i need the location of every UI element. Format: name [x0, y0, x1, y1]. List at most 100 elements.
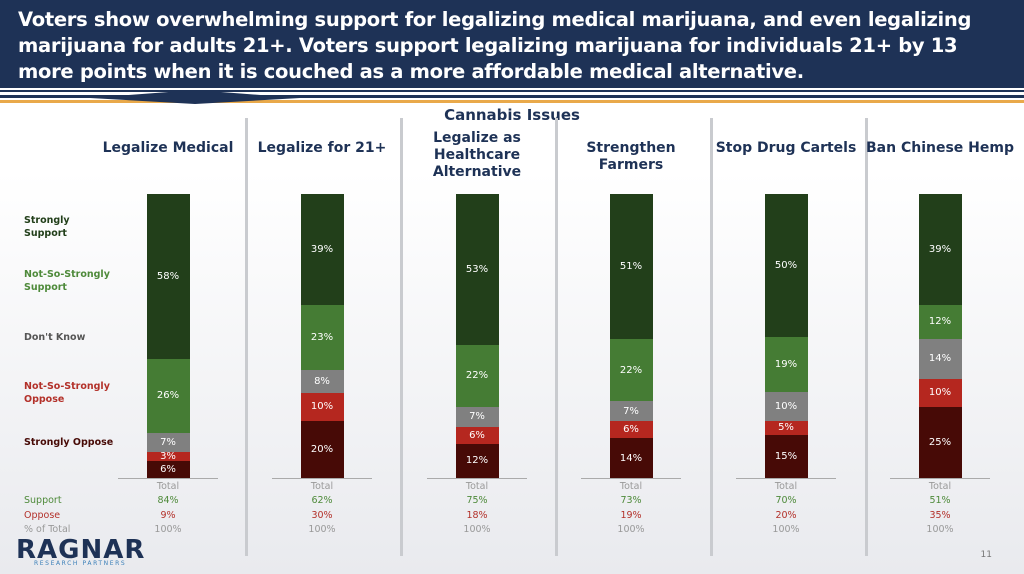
total-header: Total — [310, 481, 334, 492]
bar-segment: 8% — [300, 370, 344, 393]
summary-support-value: 70% — [775, 495, 797, 506]
data-label: 51% — [619, 260, 643, 272]
data-label: 5% — [778, 422, 794, 434]
bar-segment: 39% — [918, 194, 962, 305]
bar-segment: 7% — [146, 432, 190, 453]
bar-segment: 22% — [455, 344, 499, 407]
data-label: 7% — [469, 411, 485, 423]
bar-segment: 23% — [300, 304, 344, 371]
column-header: Legalize for 21+ — [257, 140, 387, 156]
data-label: 22% — [465, 370, 489, 382]
bar-segment: 10% — [300, 392, 344, 422]
chart-title: Cannabis Issues — [444, 106, 580, 124]
data-label: 6% — [623, 424, 639, 436]
bar-segment: 22% — [609, 338, 653, 402]
bar-segment: 3% — [146, 451, 190, 463]
bar-segment: 25% — [918, 407, 962, 478]
data-label: 39% — [310, 243, 334, 255]
summary-total-value: 100% — [463, 524, 491, 535]
summary-oppose-value: 30% — [311, 510, 333, 521]
summary-support-value: 73% — [620, 495, 642, 506]
data-label: 3% — [160, 451, 176, 463]
data-label: 12% — [465, 455, 489, 467]
ragnar-logo: RAGNAR RESEARCH PARTNERS — [16, 535, 146, 567]
summary-oppose-value: 18% — [466, 510, 488, 521]
total-header: Total — [928, 481, 952, 492]
summary-support-value: 84% — [157, 495, 179, 506]
column-header: Strengthen Farmers — [586, 140, 676, 173]
bar-segment: 39% — [300, 194, 344, 305]
data-label: 53% — [465, 263, 489, 275]
data-label: 22% — [619, 364, 643, 376]
data-label: 10% — [774, 400, 798, 412]
bar-segment: 12% — [918, 304, 962, 339]
bar-segment: 20% — [300, 421, 344, 478]
data-label: 14% — [928, 353, 952, 365]
data-label: 23% — [310, 331, 334, 343]
logo-tagline: RESEARCH PARTNERS — [34, 560, 127, 567]
baseline — [118, 478, 218, 479]
column-divider — [245, 118, 248, 556]
summary-support-value: 62% — [311, 495, 333, 506]
summary-oppose-value: 20% — [775, 510, 797, 521]
column-divider — [710, 118, 713, 556]
column-divider — [400, 118, 403, 556]
header-stripes — [0, 90, 1024, 104]
summary-support-value: 51% — [929, 495, 951, 506]
column-divider — [555, 118, 558, 556]
data-label: 6% — [469, 429, 485, 441]
data-label: 10% — [310, 401, 334, 413]
summary-total-value: 100% — [617, 524, 645, 535]
bar-segment: 6% — [609, 421, 653, 439]
baseline — [427, 478, 527, 479]
legend-don-t-know: Don't Know — [24, 332, 86, 343]
bar-segment: 6% — [146, 460, 190, 478]
bar-segment: 53% — [455, 194, 499, 345]
legend-strongly-support: Strongly Support — [24, 215, 70, 239]
data-label: 7% — [623, 405, 639, 417]
data-label: 39% — [928, 243, 952, 255]
bar-segment: 14% — [609, 438, 653, 478]
data-label: 15% — [774, 450, 798, 462]
bar-segment: 15% — [764, 434, 808, 478]
bar-segment: 7% — [455, 407, 499, 427]
summary-oppose-value: 35% — [929, 510, 951, 521]
summary-row-label: Oppose — [24, 510, 61, 521]
baseline — [581, 478, 681, 479]
bar-segment: 26% — [146, 358, 190, 433]
bar-segment: 5% — [764, 420, 808, 435]
summary-total-value: 100% — [772, 524, 800, 535]
data-label: 14% — [619, 452, 643, 464]
legend-strongly-oppose: Strongly Oppose — [24, 437, 114, 448]
bar-segment: 12% — [455, 443, 499, 478]
bar-segment: 7% — [609, 401, 653, 422]
summary-oppose-value: 9% — [160, 510, 176, 521]
data-label: 50% — [774, 260, 798, 272]
data-label: 58% — [156, 270, 180, 282]
logo-name: RAGNAR — [16, 535, 146, 565]
column-divider — [865, 118, 868, 556]
total-header: Total — [619, 481, 643, 492]
total-header: Total — [156, 481, 180, 492]
summary-row-label: Support — [24, 495, 62, 506]
bar-segment: 10% — [764, 391, 808, 421]
column-header: Legalize as Healthcare Alternative — [432, 130, 522, 180]
column-header: Ban Chinese Hemp — [866, 140, 1014, 156]
summary-total-value: 100% — [154, 524, 182, 535]
baseline — [272, 478, 372, 479]
data-label: 8% — [314, 375, 330, 387]
summary-row-label: % of Total — [24, 524, 71, 535]
bar-segment: 58% — [146, 194, 190, 359]
legend-not-so-strongly-support: Not-So-Strongly Support — [24, 269, 110, 293]
summary-total-value: 100% — [308, 524, 336, 535]
bar-segment: 51% — [609, 194, 653, 339]
bar-segment: 19% — [764, 337, 808, 392]
data-label: 7% — [160, 436, 176, 448]
total-header: Total — [465, 481, 489, 492]
data-label: 19% — [774, 359, 798, 371]
total-header: Total — [774, 481, 798, 492]
data-label: 25% — [928, 437, 952, 448]
bar-segment: 6% — [455, 426, 499, 444]
data-label: 10% — [928, 387, 952, 399]
column-header: Legalize Medical — [102, 140, 234, 156]
